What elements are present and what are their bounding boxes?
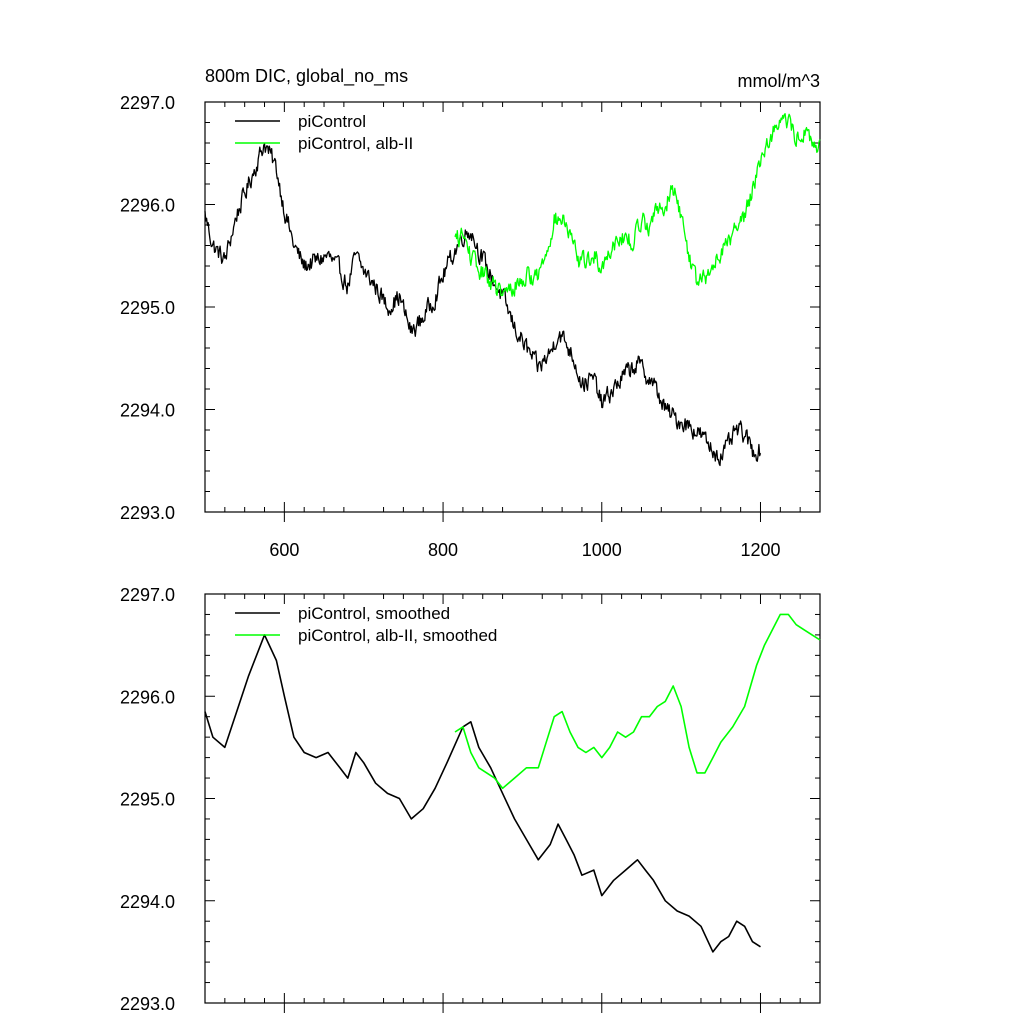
chart-title: 800m DIC, global_no_ms (205, 66, 408, 87)
y-tick-label: 2293.0 (120, 994, 175, 1014)
legend-label: piControl, smoothed (298, 604, 450, 623)
y-tick-label: 2297.0 (120, 585, 175, 605)
plot-frame (204, 593, 821, 1004)
y-tick-label: 2296.0 (120, 196, 175, 216)
legend-label: piControl, alb-II (298, 134, 413, 153)
y-tick-label: 2294.0 (120, 892, 175, 912)
x-tick-label: 600 (269, 540, 299, 560)
series-line-1 (204, 142, 762, 467)
series-line-2 (454, 113, 821, 297)
y-tick-label: 2295.0 (120, 298, 175, 318)
x-tick-label: 800 (428, 540, 458, 560)
x-tick-label: 1200 (740, 540, 780, 560)
legend-label: piControl, alb-II, smoothed (298, 626, 497, 645)
y-tick-label: 2294.0 (120, 401, 175, 421)
y-tick-label: 2295.0 (120, 790, 175, 810)
units-label: mmol/m^3 (738, 71, 820, 91)
y-tick-label: 2293.0 (120, 503, 175, 523)
plot-frame (204, 101, 821, 513)
y-tick-label: 2296.0 (120, 687, 175, 707)
x-tick-label: 1000 (582, 540, 622, 560)
y-tick-label: 2297.0 (120, 93, 175, 113)
chart-panel-2: 2293.0 2294.0 2295.0 2296.0 2297.0 piControl,… (120, 585, 821, 1014)
legend-label: piControl (298, 112, 366, 131)
series-line-2 (454, 613, 821, 790)
series-line-1 (204, 634, 761, 953)
chart-panel-1: 2293.0 2294.0 2295.0 2296.0 2297.0 600 800 1000… (120, 93, 821, 560)
